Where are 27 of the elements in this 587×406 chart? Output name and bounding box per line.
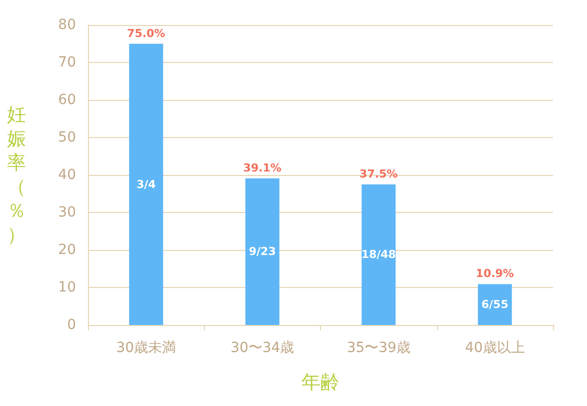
y-axis-title: 妊娠率（％） <box>7 104 26 246</box>
y-tick-label: 50 <box>58 130 76 146</box>
bar <box>478 284 512 325</box>
y-tick-label: 20 <box>58 242 76 258</box>
y-tick-label: 0 <box>67 317 76 333</box>
y-tick-label: 80 <box>58 17 76 33</box>
annotation: 18/48 <box>361 248 396 262</box>
x-tick-label: 30歳未満 <box>116 340 176 356</box>
bar <box>129 44 164 325</box>
y-tick-label: 70 <box>58 54 76 70</box>
y-tick-label: 30 <box>58 204 76 220</box>
annotation: 9/23 <box>248 245 276 258</box>
y-tick-label: 10 <box>58 280 76 296</box>
bar <box>245 178 280 325</box>
x-tick-label: 40歳以上 <box>464 340 525 356</box>
x-axis-title: 年齢 <box>302 372 340 394</box>
annotation: 3/4 <box>136 178 156 191</box>
data-label: 39.1% <box>243 161 282 174</box>
bar <box>362 184 396 325</box>
annotation: 6/55 <box>481 298 508 312</box>
data-label: 75.0% <box>127 26 166 40</box>
x-tick-label: 35〜39歳 <box>346 340 410 356</box>
data-label: 37.5% <box>360 167 398 180</box>
y-tick-label: 60 <box>58 92 76 108</box>
x-tick-label: 30〜34歳 <box>230 340 294 356</box>
y-tick-label: 40 <box>58 167 76 183</box>
data-label: 10.9% <box>476 267 514 280</box>
